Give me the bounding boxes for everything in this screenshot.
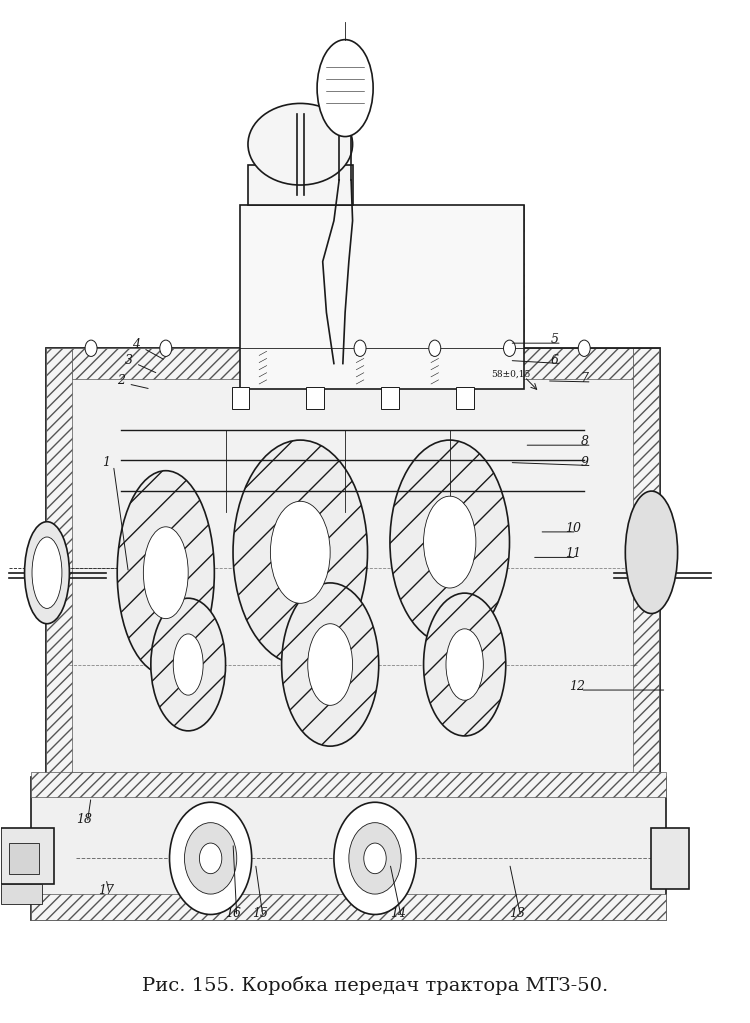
Text: 12: 12 bbox=[569, 680, 585, 693]
Circle shape bbox=[184, 822, 237, 894]
Text: 2: 2 bbox=[117, 374, 125, 387]
Ellipse shape bbox=[390, 440, 509, 644]
Text: 10: 10 bbox=[566, 522, 581, 535]
Bar bbox=[456, 387, 474, 409]
Ellipse shape bbox=[446, 629, 483, 700]
Circle shape bbox=[160, 340, 172, 356]
Ellipse shape bbox=[626, 491, 678, 614]
Bar bbox=[9, 843, 39, 874]
Ellipse shape bbox=[424, 496, 476, 588]
Ellipse shape bbox=[271, 501, 330, 604]
Ellipse shape bbox=[317, 40, 374, 136]
Bar bbox=[46, 348, 659, 797]
Bar bbox=[241, 206, 524, 231]
Bar bbox=[32, 771, 667, 797]
Ellipse shape bbox=[424, 593, 506, 736]
Bar bbox=[32, 894, 667, 920]
Text: 16: 16 bbox=[226, 906, 242, 920]
Ellipse shape bbox=[248, 103, 352, 185]
Text: 3: 3 bbox=[124, 354, 133, 366]
Ellipse shape bbox=[173, 634, 203, 696]
Text: 11: 11 bbox=[566, 547, 581, 561]
Bar bbox=[2, 884, 43, 904]
Text: 14: 14 bbox=[390, 906, 406, 920]
Bar bbox=[32, 776, 667, 920]
Text: 7: 7 bbox=[580, 372, 589, 385]
Text: 9: 9 bbox=[580, 455, 589, 469]
Ellipse shape bbox=[233, 440, 368, 665]
Circle shape bbox=[349, 822, 401, 894]
Circle shape bbox=[503, 340, 515, 356]
Circle shape bbox=[354, 340, 366, 356]
Bar bbox=[232, 387, 250, 409]
Text: Рис. 155. Коробка передач трактора МТЗ-50.: Рис. 155. Коробка передач трактора МТЗ-5… bbox=[142, 976, 608, 995]
Ellipse shape bbox=[117, 471, 214, 675]
Circle shape bbox=[85, 340, 97, 356]
Ellipse shape bbox=[151, 598, 226, 730]
Text: 5: 5 bbox=[550, 333, 559, 346]
Ellipse shape bbox=[25, 522, 70, 624]
Ellipse shape bbox=[281, 583, 379, 746]
Text: 1: 1 bbox=[102, 455, 110, 469]
Bar bbox=[46, 348, 72, 797]
Text: 18: 18 bbox=[76, 812, 92, 826]
Bar bbox=[2, 828, 54, 884]
Ellipse shape bbox=[32, 537, 62, 609]
Bar bbox=[72, 348, 633, 379]
Bar bbox=[241, 206, 524, 389]
Circle shape bbox=[200, 843, 222, 874]
Bar bbox=[241, 363, 524, 389]
Ellipse shape bbox=[143, 527, 188, 619]
Bar bbox=[381, 387, 399, 409]
Bar bbox=[633, 348, 659, 797]
Bar bbox=[506, 206, 524, 389]
Bar bbox=[72, 771, 633, 797]
Bar bbox=[306, 387, 324, 409]
Bar bbox=[652, 828, 688, 889]
Circle shape bbox=[334, 802, 416, 915]
Text: 6: 6 bbox=[550, 354, 559, 366]
Circle shape bbox=[364, 843, 386, 874]
Circle shape bbox=[578, 340, 590, 356]
Circle shape bbox=[170, 802, 252, 915]
Text: 17: 17 bbox=[98, 884, 115, 897]
Ellipse shape bbox=[308, 624, 352, 705]
Text: 13: 13 bbox=[509, 906, 526, 920]
Circle shape bbox=[429, 340, 441, 356]
Text: 4: 4 bbox=[132, 339, 140, 351]
Bar bbox=[248, 165, 352, 206]
Text: 58±0,15: 58±0,15 bbox=[490, 370, 530, 379]
Text: 8: 8 bbox=[580, 435, 589, 448]
Text: 15: 15 bbox=[252, 906, 268, 920]
Bar bbox=[241, 206, 260, 389]
